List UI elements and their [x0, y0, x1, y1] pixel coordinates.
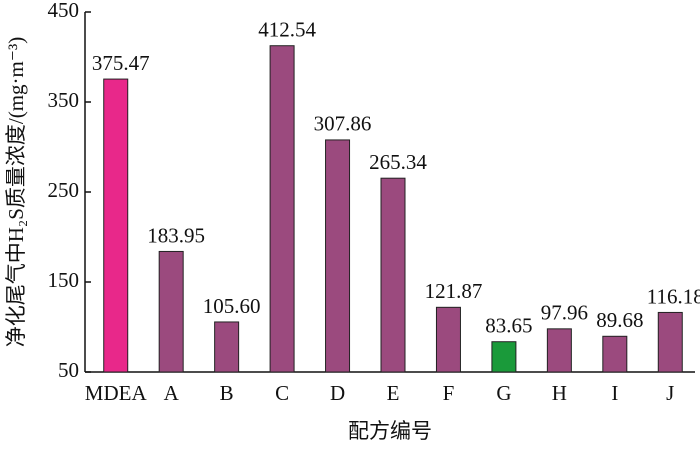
value-label: 307.86	[314, 112, 372, 136]
x-tick-label: D	[330, 381, 345, 405]
bar	[546, 328, 572, 373]
value-label: 412.54	[258, 18, 316, 42]
y-tick-label: 150	[48, 268, 80, 292]
value-label: 89.68	[596, 308, 643, 332]
bar	[214, 321, 240, 373]
value-label: 183.95	[147, 223, 205, 247]
x-tick-label: F	[443, 381, 455, 405]
value-label: 116.18	[647, 284, 700, 308]
x-tick-label: J	[666, 381, 674, 405]
value-label: 265.34	[369, 150, 427, 174]
x-tick-label: E	[387, 381, 400, 405]
value-label: 97.96	[541, 301, 588, 325]
y-tick-label: 350	[48, 88, 80, 112]
bar	[657, 311, 683, 373]
bar	[103, 78, 129, 373]
bar	[158, 250, 184, 373]
x-tick-label: MDEA	[85, 381, 148, 405]
value-label: 375.47	[92, 51, 150, 75]
bar	[269, 45, 295, 373]
x-tick-label: A	[164, 381, 180, 405]
x-tick-label: I	[611, 381, 618, 405]
x-tick-label: H	[552, 381, 567, 405]
x-tick-label: B	[220, 381, 234, 405]
bar	[491, 341, 517, 373]
bar	[380, 177, 406, 373]
bar	[602, 335, 628, 373]
bar	[325, 139, 351, 373]
x-tick-label: C	[275, 381, 289, 405]
x-axis-title: 配方编号	[348, 419, 432, 443]
value-label: 121.87	[425, 279, 483, 303]
value-label: 105.60	[203, 294, 261, 318]
y-tick-label: 450	[48, 0, 80, 22]
y-tick-label: 50	[58, 358, 79, 382]
value-label: 83.65	[485, 314, 532, 338]
y-tick-label: 250	[48, 178, 80, 202]
y-axis-title: 净化尾气中H₂S质量浓度/(mg·m⁻³)	[4, 37, 28, 348]
x-tick-label: G	[496, 381, 511, 405]
bar	[435, 306, 461, 373]
